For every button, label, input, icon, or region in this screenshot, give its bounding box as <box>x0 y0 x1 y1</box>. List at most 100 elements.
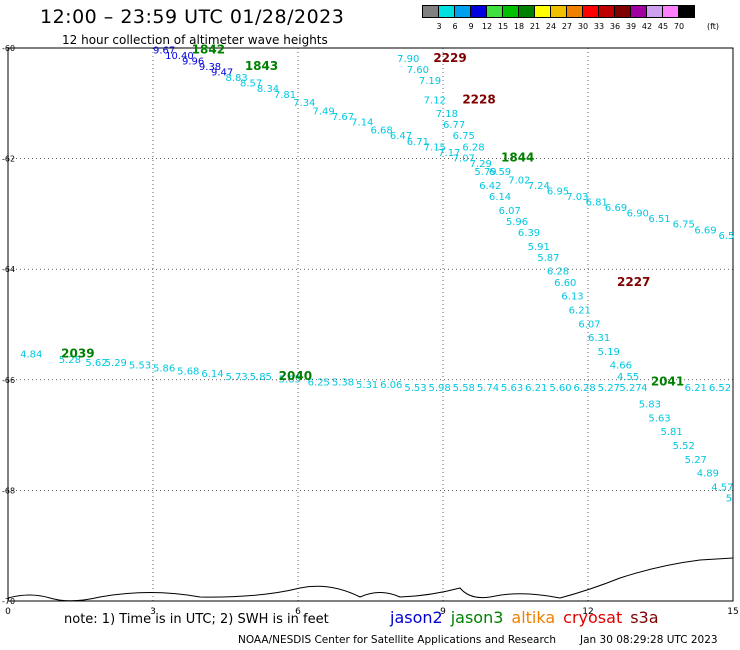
wave-height-value: 6.68 <box>371 126 393 137</box>
wave-height-value: 6.75 <box>453 131 475 142</box>
wave-height-value: 5.81 <box>661 427 683 438</box>
color-scale-tick: 70 <box>673 22 685 31</box>
pass-time-label: 2228 <box>462 92 495 106</box>
wave-height-value: 6.90 <box>627 209 649 220</box>
wave-height-value: 5.52 <box>673 441 695 452</box>
color-scale-tick: 21 <box>529 22 541 31</box>
color-scale-tick: 6 <box>452 22 458 31</box>
wave-height-value: 6.5 <box>719 231 735 242</box>
color-scale-tick: 18 <box>513 22 525 31</box>
color-scale-labels: 3 6 9 12 15 18 21 24 27 30 33 36 39 42 45 70 (ft) <box>423 22 740 34</box>
wave-height-value: 6.31 <box>588 333 610 344</box>
units-note: note: 1) Time is in UTC; 2) SWH is in fe… <box>64 612 329 627</box>
wave-height-value: 5.58 <box>453 383 475 394</box>
wave-height-value: 5.27 <box>685 455 707 466</box>
wave-height-value: 5.38 <box>332 377 354 388</box>
wave-height-value: 7.12 <box>424 95 446 106</box>
wave-height-value: 4.66 <box>610 361 632 372</box>
wave-height-value: 6.28 <box>574 383 596 394</box>
wave-height-value: 7.15 <box>424 142 446 153</box>
color-scale-tick: 15 <box>497 22 509 31</box>
wave-height-value: 6.47 <box>390 131 412 142</box>
wave-height-value: 6.07 <box>578 319 600 330</box>
pass-time-label: 2227 <box>617 275 650 289</box>
wave-height-value: 5.85 <box>250 372 272 383</box>
pass-time-label: 1842 <box>192 43 225 57</box>
wave-height-value: 6.69 <box>605 203 627 214</box>
wave-height-value: 7.90 <box>397 54 419 65</box>
wave-height-value: 6.14 <box>201 369 223 380</box>
wave-height-value: 6.21 <box>525 383 547 394</box>
wave-height-value: 6.75 <box>673 220 695 231</box>
color-scale-tick: 30 <box>577 22 589 31</box>
color-scale-legend <box>422 5 695 18</box>
wave-height-value: 6.59 <box>489 167 511 178</box>
wave-height-value: 6.07 <box>499 206 521 217</box>
map-subtitle: 12 hour collection of altimeter wave hei… <box>62 33 328 47</box>
wave-height-value: 9.67 <box>153 46 175 57</box>
wave-height-value: 7.24 <box>528 181 550 192</box>
pass-time-label: 1843 <box>245 59 278 73</box>
color-scale-tick: 36 <box>609 22 621 31</box>
wave-height-value: 5.85 <box>279 375 301 386</box>
color-scale-tick: 3 <box>436 22 442 31</box>
wave-height-value: 5.27 <box>598 383 620 394</box>
wave-height-value: 9.96 <box>182 57 204 68</box>
wave-height-value: 6.71 <box>407 137 429 148</box>
wave-height-value: 6.81 <box>586 198 608 209</box>
wave-height-value: 7.07 <box>453 153 475 164</box>
color-scale-tick: 45 <box>657 22 669 31</box>
map-title: 12:00 – 23:59 UTC 01/28/2023 <box>40 6 345 28</box>
wave-height-value: 7.03 <box>566 192 588 203</box>
wave-height-value: 7.81 <box>274 90 296 101</box>
wave-height-value: 5.62 <box>85 358 107 369</box>
pass-time-label: 2039 <box>61 347 94 361</box>
wave-height-value: 6.95 <box>547 187 569 198</box>
wave-height-value: 5.63 <box>648 413 670 424</box>
wave-height-value: 5.53 <box>129 361 151 372</box>
wave-height-value: 7.18 <box>436 109 458 120</box>
satellite-name: s3a <box>630 608 659 627</box>
color-scale-tick: 24 <box>545 22 557 31</box>
color-scale-tick: 9 <box>468 22 474 31</box>
wave-height-value: 8.57 <box>240 79 262 90</box>
wave-height-value: 6.60 <box>554 278 576 289</box>
coastline <box>7 557 734 602</box>
units-label: (ft) <box>706 22 720 31</box>
wave-height-value: 6.21 <box>685 383 707 394</box>
x-tick-label: 12 <box>582 607 593 617</box>
wave-height-value: 6.06 <box>380 380 402 391</box>
wave-height-value: 8.83 <box>226 73 248 84</box>
wave-height-value: 5.68 <box>177 366 199 377</box>
wave-height-value: 5.79 <box>474 167 496 178</box>
wave-height-value: 6.39 <box>518 228 540 239</box>
wave-height-value: 7.19 <box>419 76 441 87</box>
wave-height-value: 5.27 <box>619 383 641 394</box>
wave-height-value: 4.89 <box>697 469 719 480</box>
wave-height-value: 6.51 <box>648 214 670 225</box>
wave-height-value: 7.34 <box>293 98 315 109</box>
wave-height-value: 5.31 <box>356 380 378 391</box>
wave-height-value: 5.98 <box>429 383 451 394</box>
wave-height-value: 5.28 <box>59 355 81 366</box>
color-scale-tick: 27 <box>561 22 573 31</box>
pass-time-label: 2229 <box>433 51 466 65</box>
wave-height-value: 4.55 <box>617 372 639 383</box>
wave-height-value: 6.52 <box>709 383 731 394</box>
wave-height-value: 7.29 <box>470 159 492 170</box>
wave-height-value: 6.42 <box>479 181 501 192</box>
footer-agency: NOAA/NESDIS Center for Satellite Applica… <box>238 634 556 646</box>
pass-time-label: 1844 <box>501 150 534 164</box>
wave-height-value: 7.17 <box>438 148 460 159</box>
wave-height-value: 4.57 <box>711 482 733 493</box>
color-scale-tick: 39 <box>625 22 637 31</box>
color-scale-tick: 33 <box>593 22 605 31</box>
wave-height-value: 6.77 <box>443 120 465 131</box>
wave-height-value: 6.25 <box>308 377 330 388</box>
wave-height-value: 5.29 <box>105 358 127 369</box>
wave-height-value: 9.47 <box>211 68 233 79</box>
wave-height-value: 6.13 <box>561 292 583 303</box>
wave-height-value: 10.40 <box>165 51 194 62</box>
wave-height-value: 5.96 <box>506 217 528 228</box>
